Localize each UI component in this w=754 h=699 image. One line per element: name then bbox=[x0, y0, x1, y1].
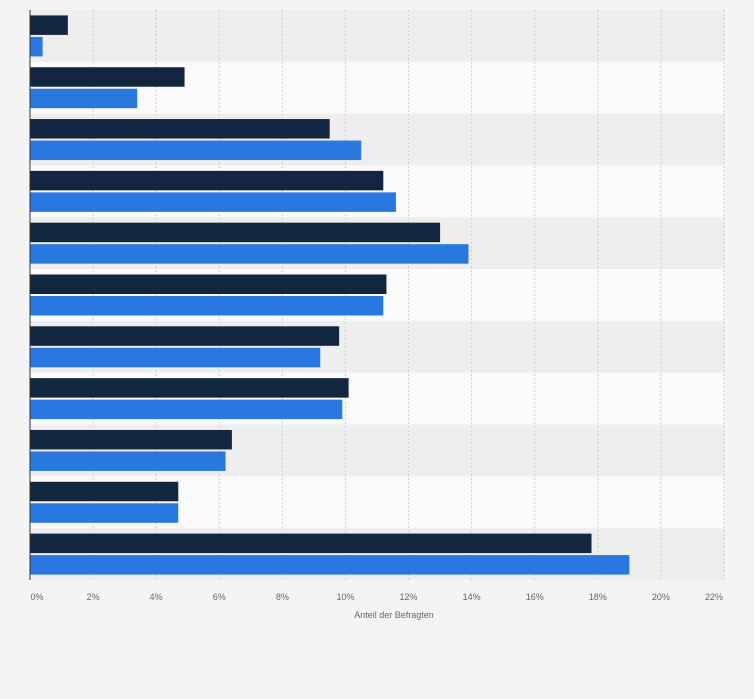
bar-series1-row2[interactable] bbox=[30, 67, 185, 87]
bar-series1-row4[interactable] bbox=[30, 170, 384, 191]
x-axis-title: Anteil der Befragten bbox=[354, 610, 434, 620]
x-tick-label-12: 12% bbox=[400, 592, 418, 602]
bar-series2-row8[interactable] bbox=[30, 399, 343, 420]
bar-series2-row11[interactable] bbox=[30, 555, 630, 575]
bar-series2-row3[interactable] bbox=[30, 140, 362, 161]
bar-series1-row1[interactable] bbox=[30, 15, 68, 35]
x-tick-label-2: 2% bbox=[87, 592, 100, 602]
bar-series2-row10[interactable] bbox=[30, 503, 179, 523]
x-tick-label-10: 10% bbox=[336, 592, 354, 602]
bar-series2-row5[interactable] bbox=[30, 244, 469, 264]
bar-series2-row9[interactable] bbox=[30, 451, 226, 471]
bar-series1-row8[interactable] bbox=[30, 378, 349, 398]
x-tick-label-20: 20% bbox=[652, 592, 670, 602]
bar-series1-row9[interactable] bbox=[30, 429, 232, 450]
bar-series1-row11[interactable] bbox=[30, 533, 592, 554]
bar-series1-row7[interactable] bbox=[30, 326, 340, 346]
x-tick-label-6: 6% bbox=[213, 592, 226, 602]
x-tick-label-8: 8% bbox=[276, 592, 289, 602]
grid-lines bbox=[92, 10, 725, 580]
bar-series1-row6[interactable] bbox=[30, 274, 387, 295]
bar-series2-row1[interactable] bbox=[30, 36, 43, 57]
bar-series2-row6[interactable] bbox=[30, 296, 384, 316]
bar-series2-row7[interactable] bbox=[30, 347, 321, 368]
bars bbox=[30, 15, 630, 575]
x-tick-label-18: 18% bbox=[589, 592, 607, 602]
bar-series1-row3[interactable] bbox=[30, 119, 330, 139]
x-tick-label-0: 0% bbox=[30, 592, 43, 602]
bar-series1-row5[interactable] bbox=[30, 222, 441, 243]
x-axis-tick-labels: 0% 2% 4% 6% 8% 10% 12% 14% 16% 18% 20% 22% bbox=[30, 592, 723, 602]
x-tick-label-16: 16% bbox=[526, 592, 544, 602]
x-tick-label-14: 14% bbox=[463, 592, 481, 602]
x-tick-label-22: 22% bbox=[705, 592, 723, 602]
bar-series2-row4[interactable] bbox=[30, 192, 396, 212]
bar-series1-row10[interactable] bbox=[30, 481, 179, 502]
bar-series2-row2[interactable] bbox=[30, 88, 138, 109]
row-band-1 bbox=[30, 10, 724, 62]
x-tick-label-4: 4% bbox=[150, 592, 163, 602]
